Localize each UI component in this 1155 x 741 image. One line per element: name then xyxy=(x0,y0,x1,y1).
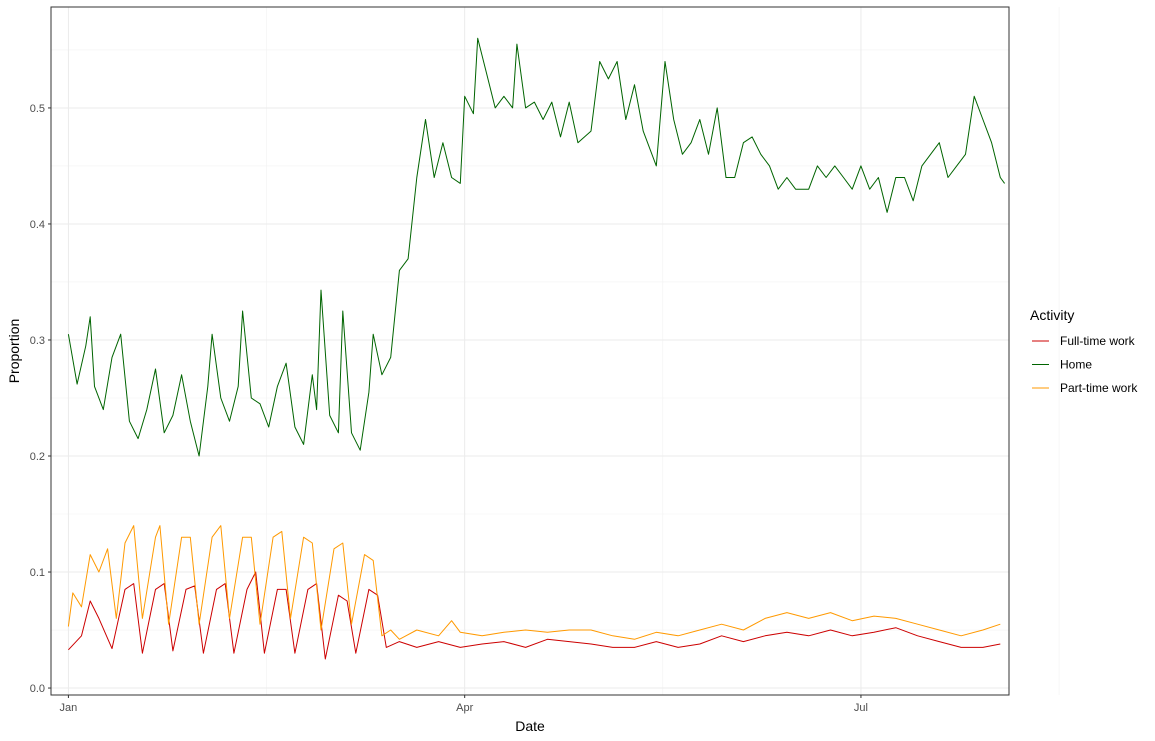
legend-label-full-time-work: Full-time work xyxy=(1060,334,1136,348)
y-tick-label: 0.4 xyxy=(30,219,45,231)
x-axis-ticks: Jan Apr Jul xyxy=(60,695,868,714)
x-tick-label: Jan xyxy=(60,702,78,714)
plot-panel-border xyxy=(50,6,1010,696)
legend: Activity Full-time work Home Part-time wor… xyxy=(1030,307,1138,395)
y-tick-label: 0.1 xyxy=(30,567,45,579)
legend-label-part-time-work: Part-time work xyxy=(1060,381,1138,395)
y-tick-label: 0.5 xyxy=(30,103,45,115)
series-line-home xyxy=(67,37,1006,457)
legend-label-home: Home xyxy=(1060,358,1092,372)
x-tick-label: Jul xyxy=(854,702,868,714)
y-tick-label: 0.0 xyxy=(30,683,45,695)
y-tick-label: 0.3 xyxy=(30,335,45,347)
series-lines xyxy=(67,37,1006,660)
series-line-part-time-work xyxy=(67,525,1001,640)
x-tick-label: Apr xyxy=(456,702,473,714)
x-axis-title: Date xyxy=(515,718,545,734)
y-tick-label: 0.2 xyxy=(30,451,45,463)
legend-title: Activity xyxy=(1030,307,1074,323)
y-axis-title: Proportion xyxy=(6,319,22,384)
grid-lines xyxy=(51,7,1060,695)
y-axis-ticks: 0.0 0.1 0.2 0.3 0.4 0.5 xyxy=(30,103,51,695)
